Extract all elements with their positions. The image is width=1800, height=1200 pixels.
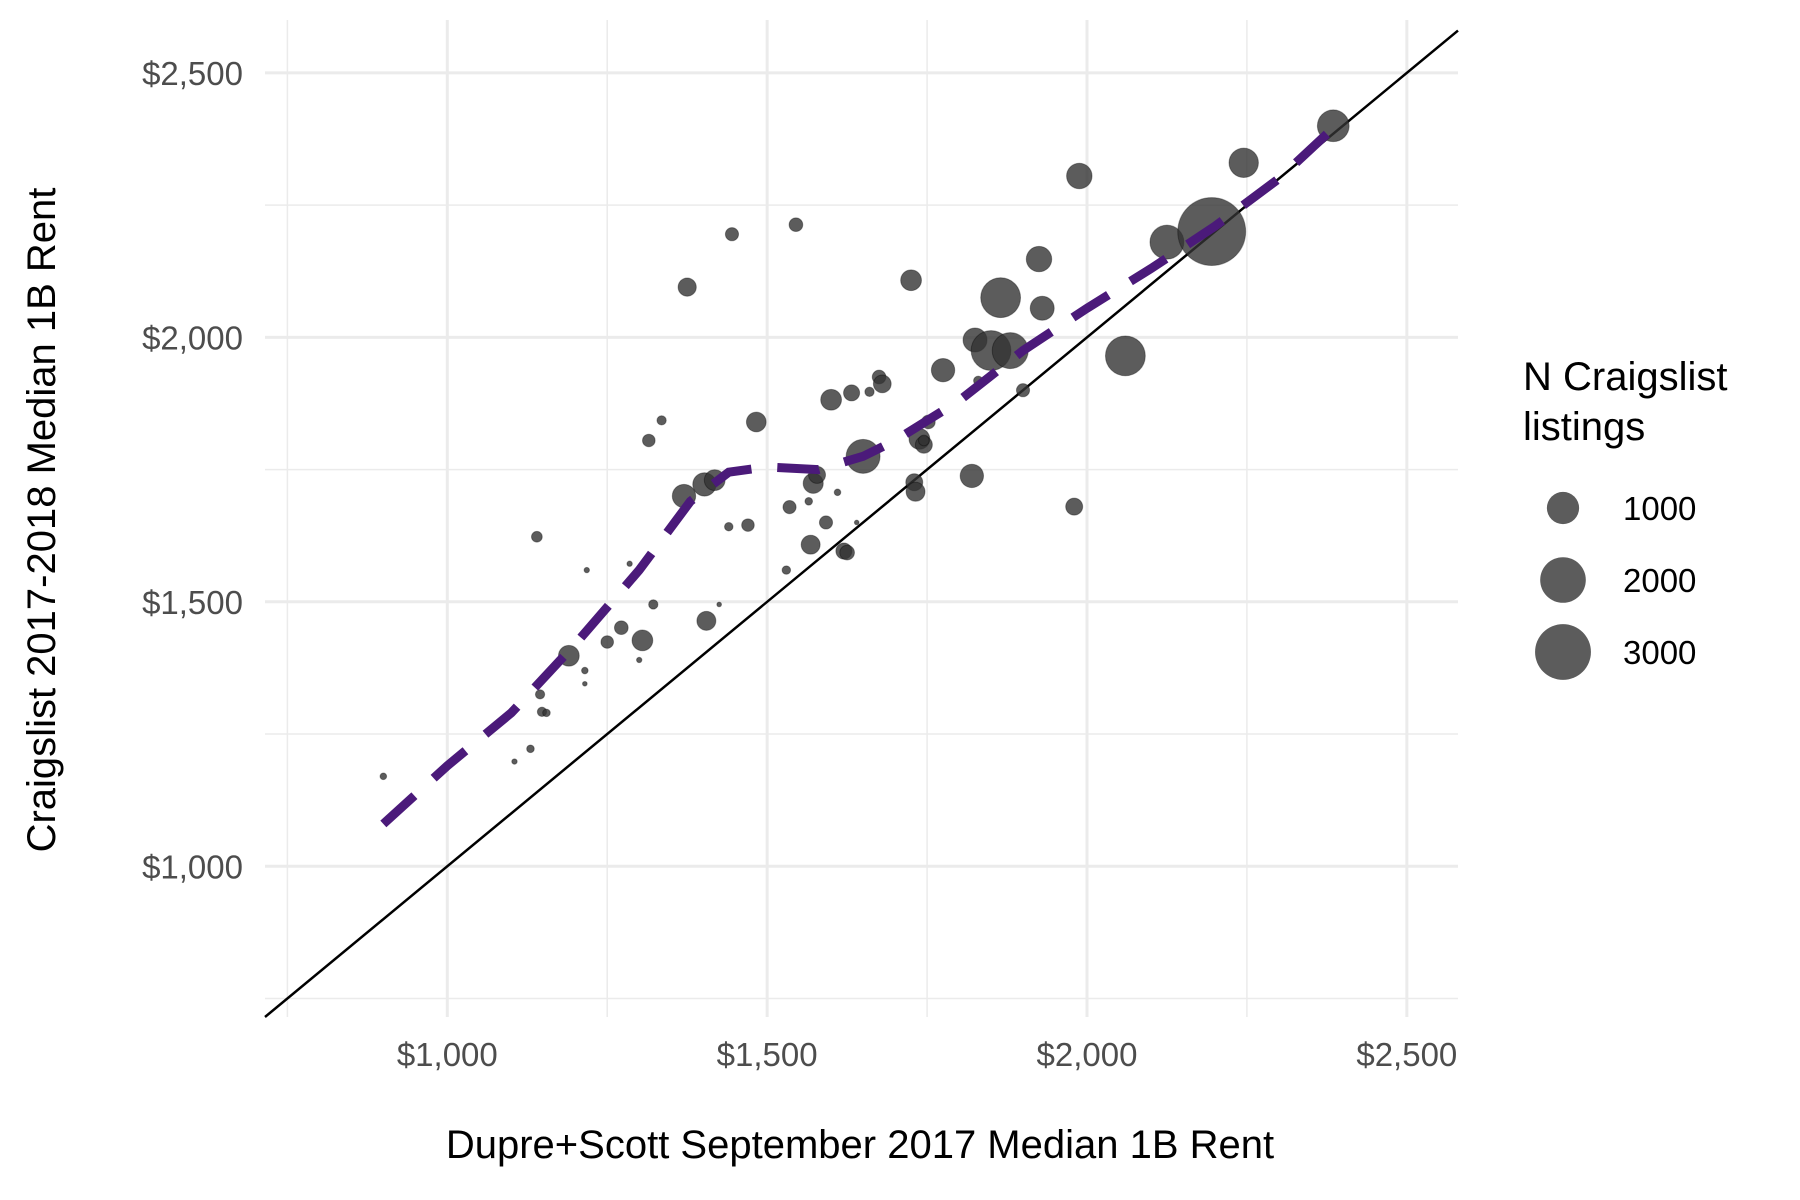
data-point <box>582 680 588 687</box>
legend-label: 1000 <box>1623 490 1696 527</box>
data-point <box>804 497 814 506</box>
data-point <box>788 217 804 233</box>
data-point <box>1065 497 1084 516</box>
data-point <box>872 374 892 394</box>
legend-label: 3000 <box>1623 634 1696 671</box>
data-point <box>843 384 861 402</box>
x-tick-label: $1,000 <box>397 1036 498 1073</box>
data-point <box>853 519 860 526</box>
data-point <box>642 433 656 448</box>
data-point <box>696 610 717 631</box>
data-point <box>900 269 922 292</box>
data-point <box>534 689 546 700</box>
data-point <box>677 277 697 297</box>
data-point <box>1104 335 1146 377</box>
data-point <box>1029 295 1055 321</box>
y-axis-title: Craigslist 2017-2018 Median 1B Rent <box>20 188 64 853</box>
data-point <box>581 666 589 675</box>
data-point <box>1025 245 1053 273</box>
data-point <box>959 463 985 489</box>
y-tick-labels: $1,000 $1,500 $2,000 $2,500 <box>142 55 243 885</box>
identity-line <box>264 29 1459 1018</box>
legend-label: 2000 <box>1623 562 1696 599</box>
data-point <box>800 534 821 555</box>
data-point <box>511 758 518 765</box>
y-tick-label: $1,500 <box>142 584 243 621</box>
data-point <box>980 277 1022 319</box>
data-point <box>631 629 654 652</box>
x-tick-label: $2,000 <box>1037 1036 1138 1073</box>
data-point <box>626 560 633 567</box>
smooth-trend-line <box>380 127 1334 828</box>
data-point <box>918 434 930 447</box>
data-point <box>530 530 543 543</box>
x-tick-labels: $1,000 $1,500 $2,000 $2,500 <box>397 1036 1457 1073</box>
x-tick-label: $2,500 <box>1356 1036 1457 1073</box>
data-point <box>818 515 834 530</box>
data-point <box>905 481 926 502</box>
data-point <box>1066 162 1093 190</box>
legend-key <box>1535 624 1591 680</box>
data-point <box>864 386 875 397</box>
data-point <box>613 620 629 636</box>
data-point <box>724 227 740 242</box>
data-point <box>636 656 643 664</box>
data-point <box>820 388 843 411</box>
legend-key <box>1546 491 1580 525</box>
data-point <box>839 544 855 561</box>
legend-title-line-2: listings <box>1523 405 1645 449</box>
y-tick-label: $2,000 <box>142 319 243 356</box>
data-point <box>716 601 722 608</box>
data-point <box>656 415 667 426</box>
data-point <box>724 521 734 532</box>
data-point <box>781 565 792 575</box>
legend-entries: 1000 2000 3000 <box>1535 490 1696 680</box>
y-tick-label: $2,500 <box>142 55 243 92</box>
data-point <box>583 566 590 574</box>
x-axis-title: Dupre+Scott September 2017 Median 1B Ren… <box>446 1123 1274 1167</box>
data-point <box>930 357 956 383</box>
y-tick-label: $1,000 <box>142 848 243 885</box>
data-point <box>542 708 551 718</box>
points-layer <box>379 109 1350 781</box>
legend-key <box>1540 557 1586 603</box>
data-point <box>1015 383 1031 398</box>
data-point <box>833 488 842 497</box>
data-point <box>1228 147 1259 179</box>
data-point <box>526 744 535 754</box>
data-point <box>600 635 615 649</box>
legend-title-line-1: N Craigslist <box>1523 355 1727 399</box>
data-point <box>745 411 767 433</box>
smooth-line-layer <box>380 127 1334 828</box>
x-tick-label: $1,500 <box>717 1036 818 1073</box>
data-point <box>741 518 755 532</box>
legend: N Craigslist listings 1000 2000 3000 <box>1523 355 1727 680</box>
data-point <box>379 772 388 781</box>
data-point <box>782 500 797 515</box>
data-point <box>648 599 659 610</box>
identity-line-layer <box>264 29 1459 1018</box>
